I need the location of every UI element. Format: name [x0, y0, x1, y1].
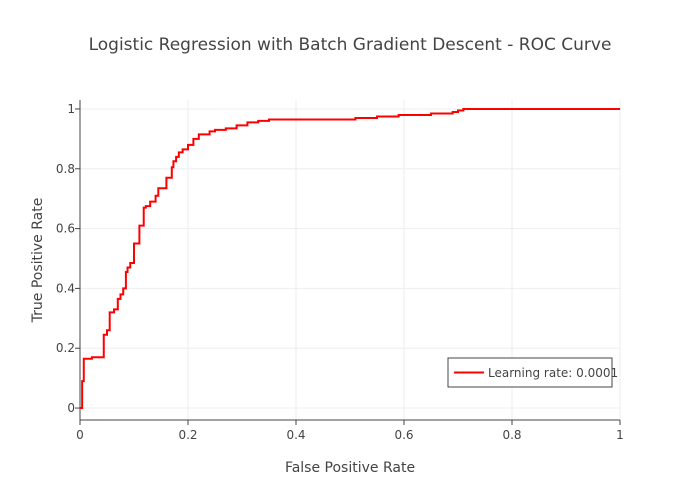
chart-title: Logistic Regression with Batch Gradient …	[89, 35, 612, 55]
series-layer	[80, 107, 620, 410]
x-tick-label: 0.6	[394, 428, 413, 442]
y-tick-label: 0.8	[56, 162, 75, 176]
x-tick-label: 1	[616, 428, 624, 442]
roc-series-line	[80, 107, 620, 410]
x-axis-title: False Positive Rate	[285, 460, 415, 476]
y-tick-label: 0.6	[56, 222, 75, 236]
x-tick-label: 0.2	[178, 428, 197, 442]
legend-label: Learning rate: 0.0001	[488, 366, 618, 380]
x-tick-label: 0.4	[286, 428, 305, 442]
y-tick-label: 0.2	[56, 341, 75, 355]
grid-lines	[80, 100, 621, 420]
axes	[75, 100, 621, 425]
y-axis-title: True Positive Rate	[30, 198, 46, 324]
y-tick-label: 1	[67, 102, 75, 116]
x-tick-label: 0.8	[502, 428, 521, 442]
y-tick-label: 0.4	[56, 281, 75, 295]
y-tick-label: 0	[67, 401, 75, 415]
x-tick-label: 0	[76, 428, 84, 442]
tick-labels: 0 0.2 0.4 0.6 0.8 1 0 0.2 0.4 0.6 0.8 1	[56, 102, 624, 442]
legend[interactable]: Learning rate: 0.0001	[447, 357, 618, 388]
